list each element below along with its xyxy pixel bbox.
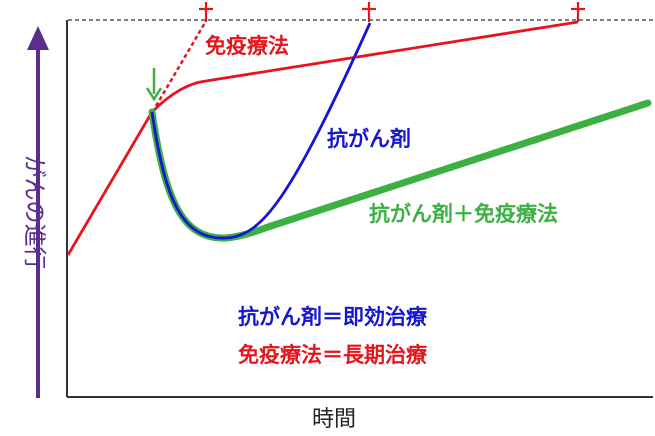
down-arrow-icon — [145, 68, 163, 102]
legend-immunotherapy: 免疫療法＝長期治療 — [238, 343, 428, 367]
immunotherapy-label: 免疫療法 — [205, 34, 289, 58]
y-axis-arrow-icon — [27, 26, 49, 398]
combination-label: 抗がん剤＋免疫療法 — [369, 202, 558, 226]
cross-icon — [362, 2, 376, 22]
y-axis-title: がんの進行 — [21, 155, 47, 270]
x-axis-title: 時間 — [312, 407, 356, 432]
untreated-progression-line — [154, 20, 208, 107]
chemotherapy-curve — [150, 22, 372, 240]
legend-chemotherapy: 抗がん剤＝即効治療 — [238, 305, 428, 329]
cross-icon — [571, 2, 585, 22]
chemotherapy-label: 抗がん剤 — [327, 127, 411, 151]
cross-icon — [199, 2, 213, 22]
